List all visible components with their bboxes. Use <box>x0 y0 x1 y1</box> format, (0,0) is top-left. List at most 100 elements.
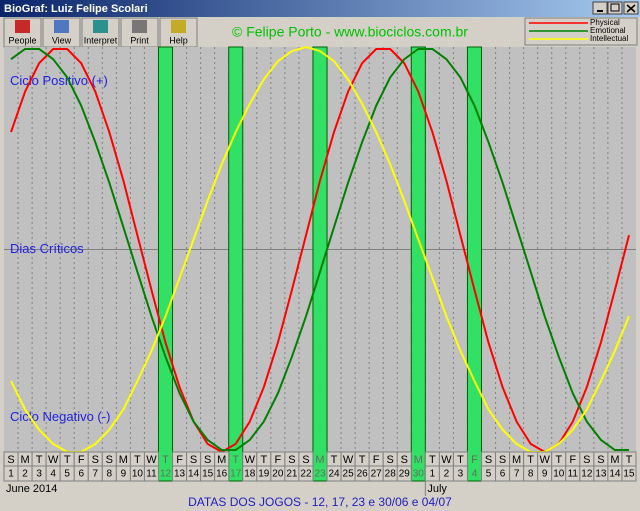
button-icon <box>171 20 186 33</box>
x-tick-label: 7 <box>93 469 99 480</box>
weekday-label: S <box>92 454 99 466</box>
weekday-label: M <box>512 454 521 466</box>
x-tick-label: 23 <box>314 469 326 480</box>
weekday-label: F <box>78 454 85 466</box>
day-cell <box>298 465 314 482</box>
weekday-label: S <box>401 454 408 466</box>
x-tick-label: 30 <box>413 469 425 480</box>
day-cell <box>143 465 159 482</box>
weekday-label: S <box>499 454 506 466</box>
x-tick-label: 2 <box>444 469 450 480</box>
weekday-label: S <box>7 454 14 466</box>
button-label: Interpret <box>84 35 118 45</box>
weekday-label: T <box>162 454 169 466</box>
cycle-line <box>10 45 630 453</box>
month-label: July <box>427 483 447 495</box>
weekday-label: W <box>540 454 551 466</box>
x-tick-label: 6 <box>78 469 84 480</box>
weekday-label: S <box>485 454 492 466</box>
x-tick-label: 6 <box>500 469 506 480</box>
weekday-label: T <box>457 454 464 466</box>
weekday-label: M <box>610 454 619 466</box>
x-tick-label: 16 <box>216 469 228 480</box>
weekday-label: F <box>373 454 380 466</box>
x-tick-label: 11 <box>568 469 579 480</box>
legend-label: Intellectual <box>590 34 628 43</box>
button-label: People <box>8 35 36 45</box>
day-cell <box>214 465 230 482</box>
x-tick-label: 10 <box>553 469 565 480</box>
x-tick-label: 4 <box>50 469 56 480</box>
weekday-label: W <box>441 454 452 466</box>
weekday-label: T <box>36 454 43 466</box>
button-icon <box>132 20 147 33</box>
x-tick-label: 15 <box>202 469 214 480</box>
x-tick-label: 25 <box>343 469 355 480</box>
weekday-label: T <box>555 454 562 466</box>
day-cell <box>396 465 412 482</box>
weekday-label: F <box>471 454 478 466</box>
weekday-label: T <box>359 454 366 466</box>
title-bar <box>0 0 640 17</box>
x-tick-label: 11 <box>146 469 157 480</box>
weekday-label: M <box>217 454 226 466</box>
x-tick-label: 26 <box>357 469 369 480</box>
x-tick-label: 17 <box>230 469 242 480</box>
game-day-bar <box>466 46 483 482</box>
x-tick-label: 7 <box>514 469 520 480</box>
x-tick-label: 29 <box>399 469 411 480</box>
weekday-label: T <box>134 454 141 466</box>
x-tick-label: 9 <box>542 469 548 480</box>
weekday-label: M <box>119 454 128 466</box>
x-tick-label: 14 <box>188 469 200 480</box>
x-tick-label: 3 <box>458 469 464 480</box>
x-tick-label: 3 <box>36 469 42 480</box>
button-icon <box>93 20 108 33</box>
x-tick-label: 27 <box>371 469 383 480</box>
toolbar: People View Interpret Print Help <box>3 17 198 48</box>
x-tick-label: 12 <box>581 469 593 480</box>
weekday-label: M <box>315 454 324 466</box>
icon <box>626 4 636 13</box>
x-tick-label: 28 <box>385 469 397 480</box>
game-day-bar <box>157 46 174 482</box>
x-tick-label: 5 <box>486 469 492 480</box>
button-label: Print <box>130 35 149 45</box>
weekday-label: S <box>288 454 295 466</box>
x-tick-label: 4 <box>472 469 478 480</box>
x-tick-label: 18 <box>244 469 256 480</box>
weekday-label: T <box>232 454 239 466</box>
cycle-line <box>10 48 630 454</box>
x-tick-label: 8 <box>107 469 113 480</box>
weekday-label: W <box>343 454 354 466</box>
weekday-label: M <box>20 454 29 466</box>
weekday-label: F <box>569 454 576 466</box>
weekday-label: T <box>626 454 633 466</box>
button-icon <box>54 20 69 33</box>
legend-label: Physical <box>590 18 620 27</box>
weekday-label: S <box>302 454 309 466</box>
x-tick-label: 19 <box>258 469 270 480</box>
x-tick-label: 20 <box>272 469 284 480</box>
x-tick-label: 12 <box>160 469 172 480</box>
day-cell <box>621 465 637 482</box>
legend-label: Emotional <box>590 26 626 35</box>
x-tick-label: 9 <box>121 469 127 480</box>
x-tick-label: 5 <box>64 469 70 480</box>
weekday-label: S <box>106 454 113 466</box>
x-tick-label: 1 <box>430 469 436 480</box>
weekday-label: F <box>176 454 183 466</box>
x-tick-label: 24 <box>328 469 340 480</box>
weekday-label: T <box>429 454 436 466</box>
x-tick-label: 14 <box>609 469 621 480</box>
icon <box>610 3 620 12</box>
header-text: © Felipe Porto - www.biociclos.com.br <box>232 24 468 40</box>
weekday-label: W <box>146 454 157 466</box>
level-label: Ciclo Negativo (-) <box>10 409 110 424</box>
footer-text: DATAS DOS JOGOS - 12, 17, 23 e 30/06 e 0… <box>188 495 452 509</box>
minimize-button[interactable] <box>592 1 608 15</box>
weekday-label: S <box>387 454 394 466</box>
weekday-label: S <box>204 454 211 466</box>
